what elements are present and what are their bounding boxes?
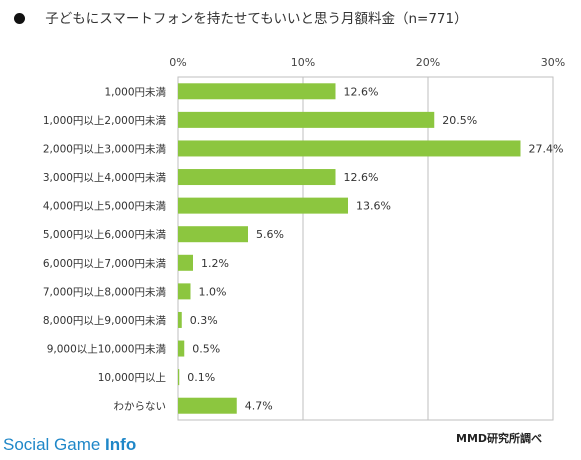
category-label: 4,000円以上5,000円未満 bbox=[43, 201, 167, 213]
x-tick-label: 10% bbox=[291, 56, 315, 69]
watermark-brand: Social Game bbox=[3, 435, 106, 454]
chart-title-row: 子どもにスマートフォンを持たせてもいいと思う月額料金（n=771） bbox=[14, 9, 468, 29]
category-label: 8,000円以上9,000円未満 bbox=[43, 315, 167, 327]
data-label: 4.7% bbox=[245, 400, 273, 413]
data-label: 20.5% bbox=[442, 114, 477, 127]
category-label: 6,000円以上7,000円未満 bbox=[43, 258, 167, 270]
data-label: 5.6% bbox=[256, 228, 284, 241]
data-label: 27.4% bbox=[529, 142, 564, 155]
bar bbox=[178, 169, 336, 186]
category-label: 10,000円以上 bbox=[98, 372, 166, 384]
data-label: 0.1% bbox=[187, 371, 215, 384]
data-label: 1.0% bbox=[199, 285, 227, 298]
bar bbox=[178, 226, 248, 243]
bar bbox=[178, 83, 336, 100]
data-label: 13.6% bbox=[356, 200, 391, 213]
category-label: 1,000円未満 bbox=[104, 86, 166, 98]
bar bbox=[178, 140, 521, 157]
bar bbox=[178, 397, 237, 414]
data-label: 12.6% bbox=[344, 85, 379, 98]
category-label: 5,000円以上6,000円未満 bbox=[43, 229, 167, 241]
x-tick-label: 0% bbox=[169, 56, 186, 69]
x-tick-label: 20% bbox=[416, 56, 440, 69]
bar bbox=[178, 369, 180, 386]
bar bbox=[178, 111, 435, 128]
category-label: 1,000円以上2,000円未満 bbox=[43, 115, 167, 127]
x-tick-label: 30% bbox=[541, 56, 565, 69]
watermark-brand-bold: Info bbox=[105, 435, 137, 454]
source-credit: MMD研究所調べ bbox=[456, 432, 543, 445]
data-label: 12.6% bbox=[344, 171, 379, 184]
category-label: 9,000以上10,000円未満 bbox=[47, 344, 167, 356]
data-label: 1.2% bbox=[201, 257, 229, 270]
bar bbox=[178, 283, 191, 300]
bar bbox=[178, 254, 193, 271]
bar bbox=[178, 340, 185, 357]
category-label: わからない bbox=[114, 401, 167, 413]
data-label: 0.3% bbox=[190, 314, 218, 327]
title-bullet-icon bbox=[14, 13, 25, 24]
plot-frame bbox=[177, 76, 554, 421]
data-label: 0.5% bbox=[192, 343, 220, 356]
bar bbox=[178, 311, 182, 328]
bar bbox=[178, 197, 348, 214]
watermark-logo: Social Game Info bbox=[3, 435, 136, 455]
chart-title: 子どもにスマートフォンを持たせてもいいと思う月額料金（n=771） bbox=[45, 11, 468, 27]
category-label: 3,000円以上4,000円未満 bbox=[43, 172, 167, 184]
category-label: 2,000円以上3,000円未満 bbox=[43, 143, 167, 155]
category-label: 7,000円以上8,000円未満 bbox=[43, 286, 167, 298]
